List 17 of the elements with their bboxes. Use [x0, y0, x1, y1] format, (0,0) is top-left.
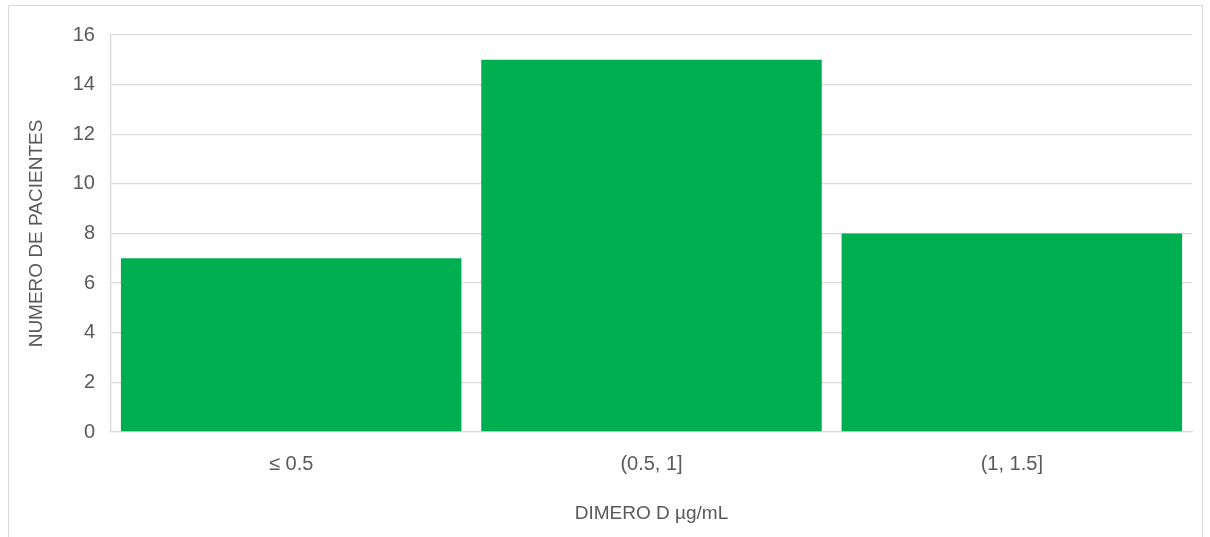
y-tick-label: 4	[83, 320, 95, 343]
x-tick-label: ≤ 0.5	[268, 451, 314, 474]
x-axis-title: DIMERO D µg/mL	[574, 501, 729, 523]
bar	[481, 59, 822, 432]
x-tick-label: (0.5, 1]	[620, 451, 683, 474]
x-tick-label: (1, 1.5]	[980, 451, 1043, 474]
y-tick-label: 2	[83, 369, 95, 392]
y-axis-title: NUMERO DE PACIENTES	[24, 119, 46, 348]
bar	[841, 233, 1183, 432]
y-tick-label: 0	[83, 419, 95, 442]
y-tick-label: 16	[72, 22, 95, 45]
y-tick-label: 14	[72, 72, 95, 95]
y-tick-label: 6	[83, 270, 95, 293]
y-tick-label: 10	[72, 171, 95, 194]
y-tick-label: 8	[83, 221, 95, 244]
bar	[120, 258, 462, 432]
y-tick-label: 12	[72, 121, 95, 144]
